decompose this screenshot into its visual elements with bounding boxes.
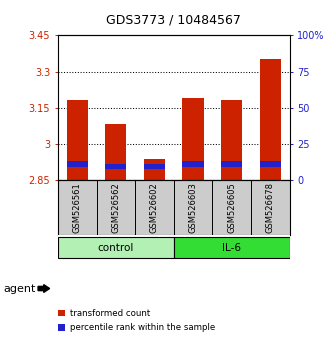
Text: transformed count: transformed count — [70, 309, 150, 318]
Bar — [182, 98, 204, 180]
Bar — [221, 161, 242, 167]
Bar — [144, 159, 165, 180]
Bar — [174, 237, 290, 258]
Bar — [105, 164, 126, 169]
Bar — [221, 101, 242, 180]
Bar — [105, 125, 126, 180]
Text: GSM526603: GSM526603 — [189, 182, 198, 233]
Text: percentile rank within the sample: percentile rank within the sample — [70, 323, 215, 332]
Bar — [67, 161, 88, 167]
Text: GSM526562: GSM526562 — [111, 182, 120, 233]
Text: GSM526678: GSM526678 — [266, 182, 275, 233]
Text: agent: agent — [3, 284, 36, 293]
Bar — [58, 237, 174, 258]
Bar — [260, 161, 281, 167]
Text: GSM526602: GSM526602 — [150, 182, 159, 233]
Text: GDS3773 / 10484567: GDS3773 / 10484567 — [106, 13, 241, 27]
Text: GSM526561: GSM526561 — [73, 182, 82, 233]
Bar — [144, 164, 165, 169]
Bar — [67, 101, 88, 180]
Bar — [182, 161, 204, 167]
Text: IL-6: IL-6 — [222, 243, 241, 253]
Text: control: control — [98, 243, 134, 253]
Bar — [260, 59, 281, 180]
Text: GSM526605: GSM526605 — [227, 182, 236, 233]
